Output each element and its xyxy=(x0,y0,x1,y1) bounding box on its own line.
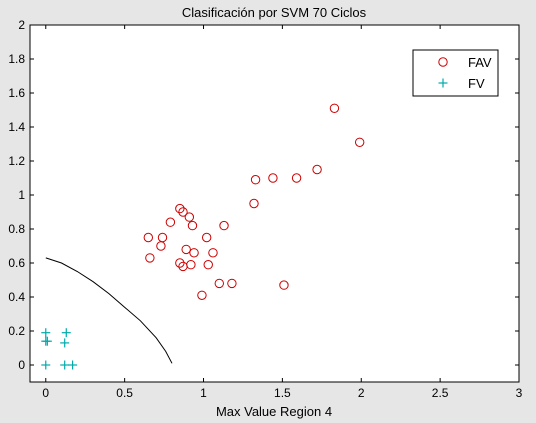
x-tick-label: 0.5 xyxy=(116,386,133,400)
point-fav xyxy=(214,278,224,289)
axis-ticks: 0 0.5 1 1.5 2 2.5 3 0 0.2 0.4 0.6 0.8 1 1.2 1.4 1.6 1.8 2 xyxy=(8,18,522,400)
point-fav xyxy=(184,212,195,222)
point-fav xyxy=(178,261,188,272)
x-tick-label: 1 xyxy=(200,386,207,400)
legend: FAV FV xyxy=(412,49,499,97)
series-fav xyxy=(143,103,365,300)
x-tick-label: 2 xyxy=(358,386,365,400)
legend-label: FAV xyxy=(468,55,492,70)
y-tick-label: 0.6 xyxy=(8,256,25,270)
x-tick-label: 2.5 xyxy=(432,386,449,400)
point-fav xyxy=(329,103,340,114)
x-tick-label: 0 xyxy=(42,386,49,400)
y-tick-label: 1.8 xyxy=(8,52,25,66)
data-points xyxy=(41,103,365,370)
point-fav xyxy=(354,137,365,148)
y-tick-label: 0.2 xyxy=(8,324,25,338)
point-fav xyxy=(175,258,185,268)
decision-boundary xyxy=(45,257,173,364)
point-fv xyxy=(41,360,51,370)
chart-title: Clasificación por SVM 70 Ciclos xyxy=(182,5,367,20)
y-tick-label: 1.6 xyxy=(8,86,25,100)
series-fv xyxy=(41,328,78,370)
y-tick-label: 2 xyxy=(18,18,25,32)
plot-frame xyxy=(29,24,520,383)
point-fv xyxy=(60,360,70,370)
point-fav xyxy=(145,253,155,263)
point-fav xyxy=(268,173,278,183)
point-fav xyxy=(189,248,199,258)
point-fav xyxy=(312,164,322,175)
point-fv xyxy=(42,336,52,346)
point-fav xyxy=(249,198,259,209)
point-fav xyxy=(250,175,261,185)
x-tick-label: 1.5 xyxy=(274,386,291,400)
point-fv xyxy=(68,360,78,370)
point-fv xyxy=(60,338,70,348)
point-fav xyxy=(197,290,207,300)
point-fav xyxy=(156,241,166,251)
legend-marker xyxy=(438,78,448,88)
y-tick-label: 1 xyxy=(18,188,25,202)
point-fav xyxy=(178,207,188,217)
point-fav xyxy=(208,248,218,258)
point-fav xyxy=(165,217,176,227)
point-fav xyxy=(187,220,198,231)
point-fav xyxy=(175,203,185,214)
point-fav xyxy=(143,232,154,243)
x-axis-label: Max Value Region 4 xyxy=(216,404,332,419)
point-fv xyxy=(41,328,51,338)
y-tick-label: 0.4 xyxy=(8,290,25,304)
point-fav xyxy=(291,173,302,183)
legend-label: FV xyxy=(468,76,485,91)
y-tick-label: 0 xyxy=(18,358,25,372)
point-fav xyxy=(201,232,212,243)
point-fav xyxy=(227,278,237,289)
y-tick-label: 1.2 xyxy=(8,154,25,168)
point-fav xyxy=(219,220,229,231)
point-fv xyxy=(61,328,71,338)
point-fav xyxy=(279,280,289,290)
y-tick-label: 0.8 xyxy=(8,222,25,236)
boundary-curve xyxy=(45,257,173,364)
y-tick-label: 1.4 xyxy=(8,120,25,134)
point-fav xyxy=(181,244,191,255)
x-tick-label: 3 xyxy=(516,386,523,400)
legend-marker xyxy=(438,57,448,67)
point-fav xyxy=(203,260,213,270)
legend-box xyxy=(412,49,499,97)
